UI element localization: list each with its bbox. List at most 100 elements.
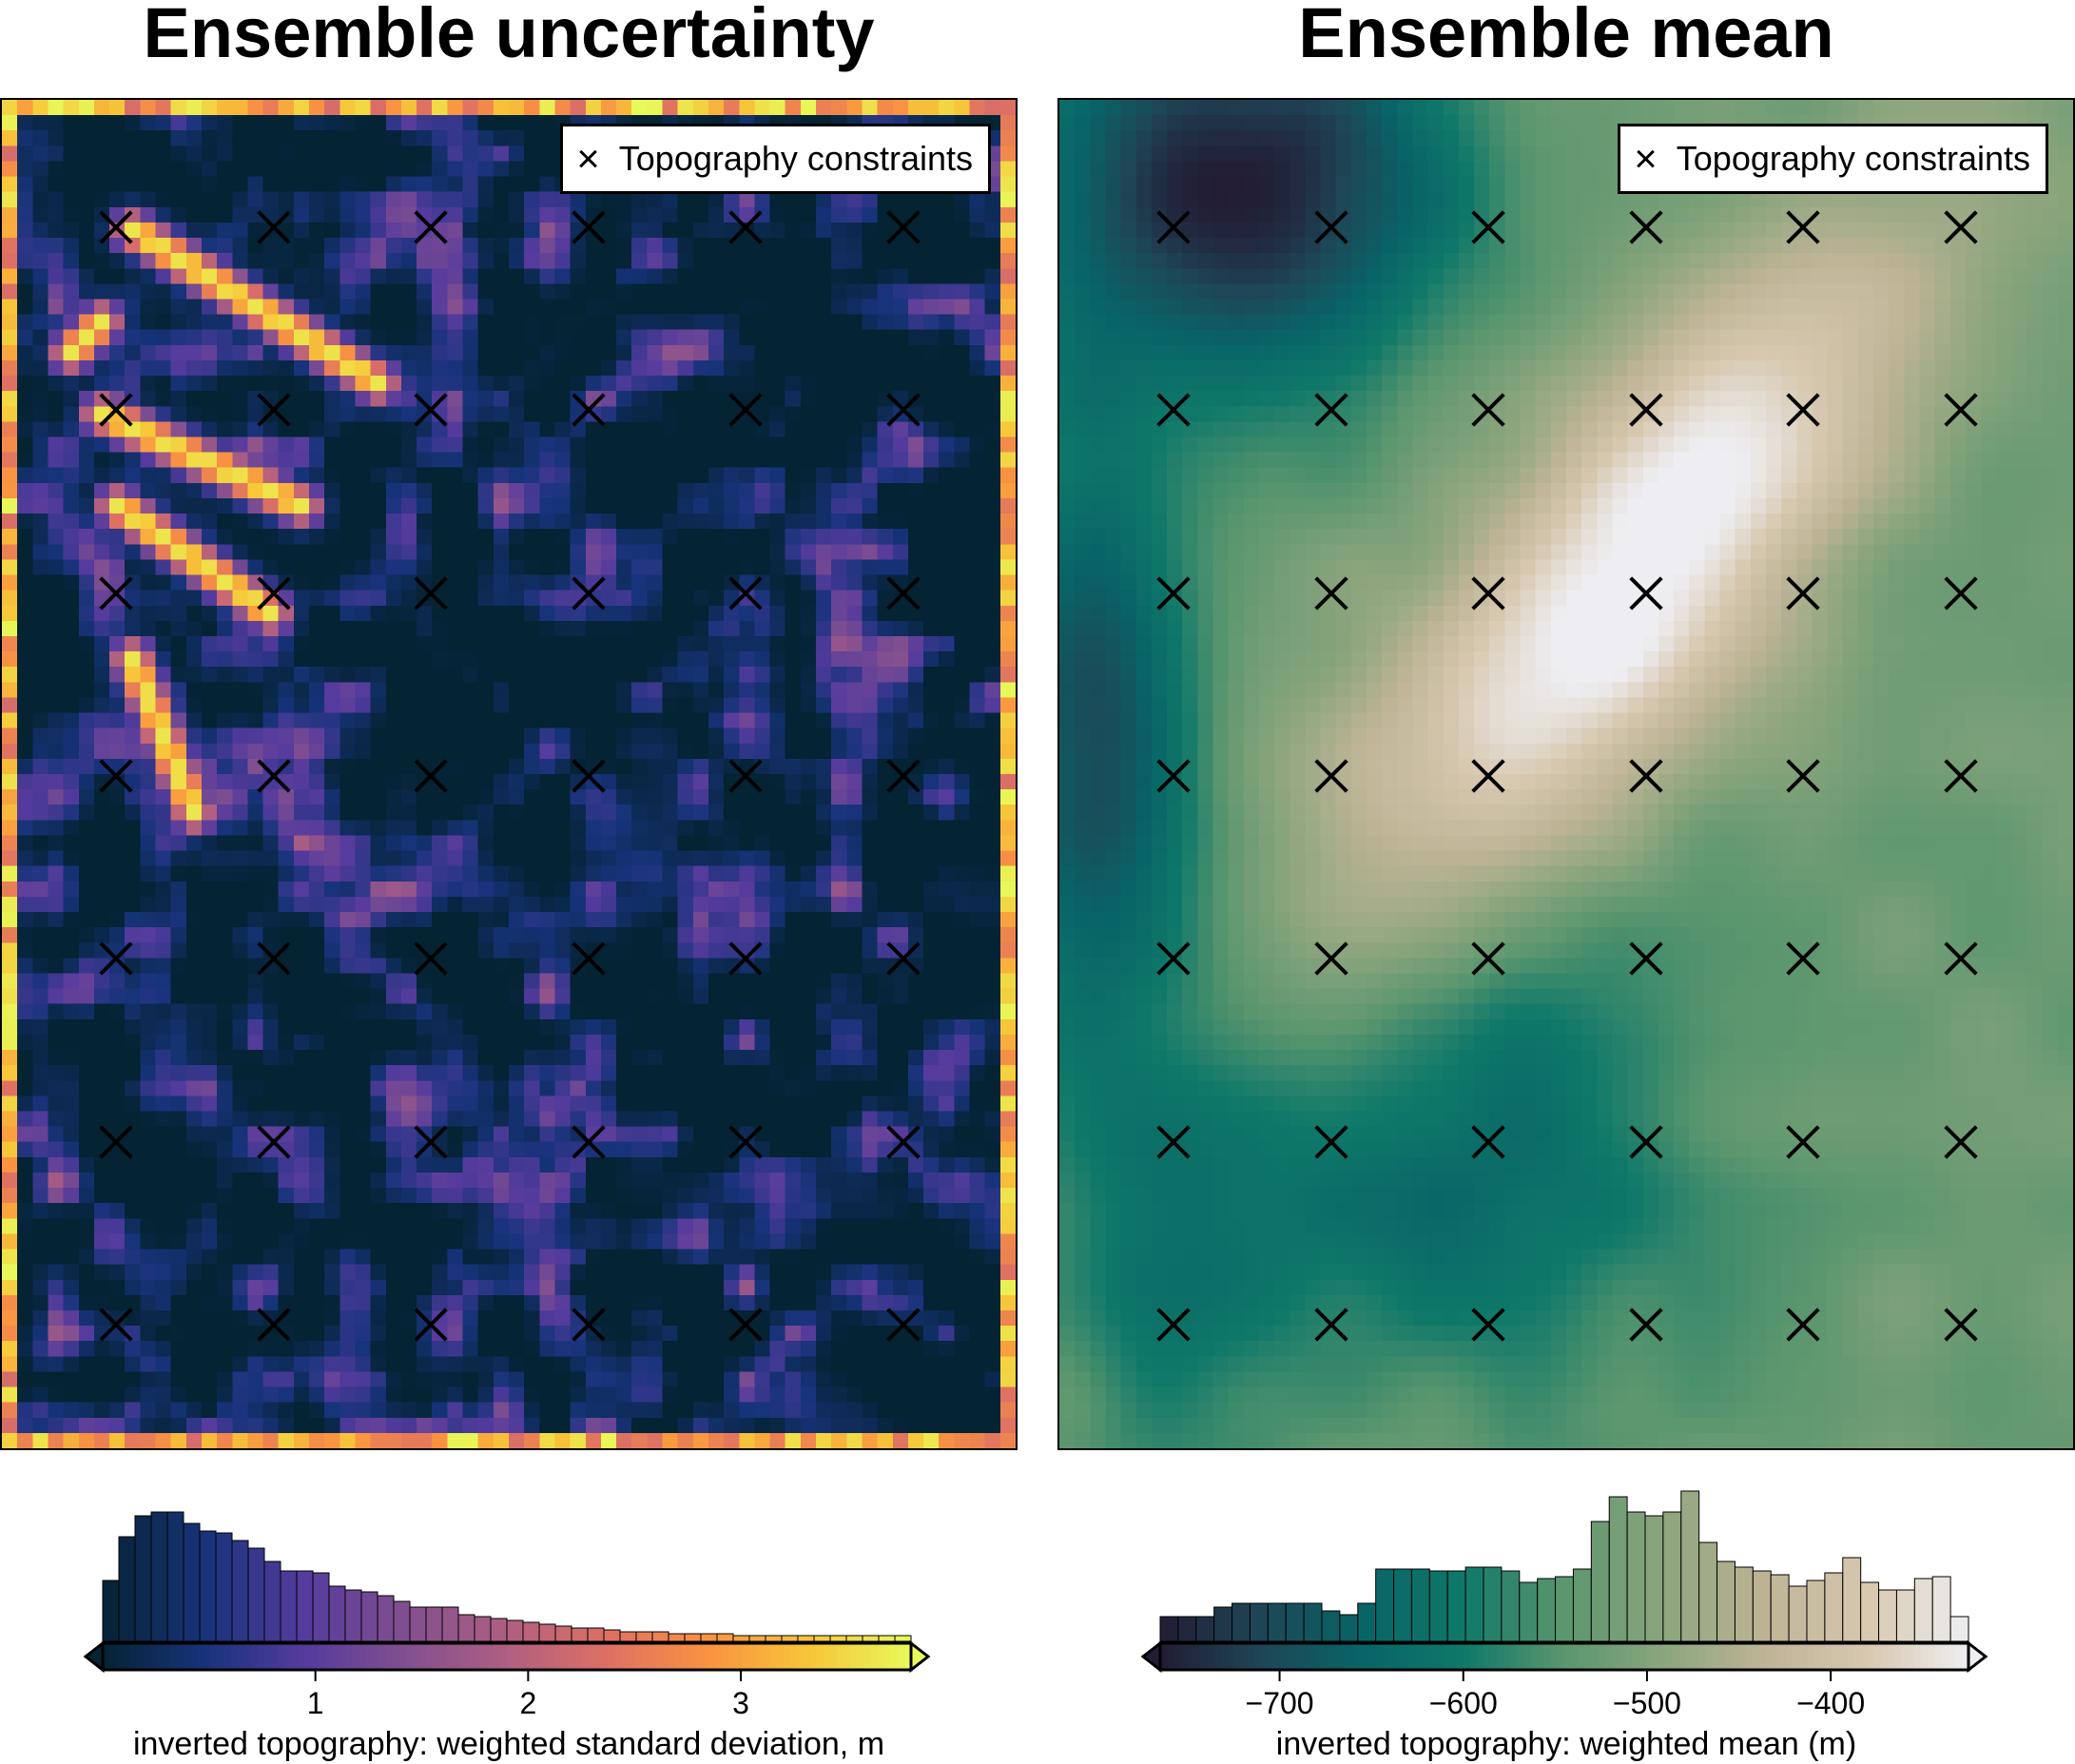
colorbar-segment: [1469, 1643, 1478, 1670]
colorbar-segment: [264, 1643, 272, 1670]
constraint-marker: [1469, 574, 1507, 612]
colorbar-segment: [1484, 1643, 1491, 1670]
uncertainty-map: × Topography constraints: [0, 98, 1018, 1450]
histogram-bar: [506, 1619, 524, 1642]
colorbar-segment: [1934, 1643, 1943, 1670]
histogram-bar: [247, 1547, 265, 1642]
colorbar-segment: [776, 1643, 785, 1670]
colorbar-segment: [763, 1643, 770, 1670]
colorbar-segment: [1463, 1643, 1471, 1670]
colorbar-segment: [129, 1643, 138, 1670]
histogram-bar: [668, 1633, 686, 1642]
colorbar-segment: [1624, 1643, 1633, 1670]
constraint-marker: [1784, 940, 1822, 978]
colorbar-segment: [1213, 1643, 1222, 1670]
colorbar-segment: [338, 1643, 346, 1670]
colorbar-segment: [1888, 1643, 1895, 1670]
colorbar-segment: [1631, 1643, 1639, 1670]
colorbar-min-triangle: [1140, 1639, 1162, 1674]
colorbar-segment: [156, 1643, 165, 1670]
histogram-bar: [619, 1631, 637, 1642]
histogram-bar: [797, 1635, 815, 1642]
colorbar-segment: [1368, 1643, 1377, 1670]
histogram-bar: [1393, 1568, 1412, 1642]
colorbar-segment: [1840, 1643, 1849, 1670]
colorbar-segment: [857, 1643, 865, 1670]
histogram-bar: [1842, 1557, 1862, 1642]
constraint-marker: [727, 940, 765, 978]
colorbar-segment: [453, 1643, 461, 1670]
colorbar-segment: [136, 1643, 145, 1670]
colorbar-segment: [123, 1643, 130, 1670]
colorbar-segment: [1510, 1643, 1519, 1670]
constraint-marker: [255, 940, 293, 978]
histogram-bar: [781, 1635, 799, 1642]
colorbar-segment: [1322, 1643, 1329, 1670]
histogram-bar: [215, 1532, 233, 1642]
histogram-bar: [441, 1606, 459, 1642]
histogram-bar: [748, 1635, 766, 1642]
colorbar-segment: [163, 1643, 171, 1670]
histogram-bar: [183, 1522, 201, 1642]
colorbar-segment: [1880, 1643, 1889, 1670]
colorbar-segment: [789, 1643, 798, 1670]
histogram-bar: [1375, 1568, 1395, 1642]
colorbar-tick-label: 1: [307, 1686, 324, 1720]
colorbar-segment: [1914, 1643, 1923, 1670]
colorbar-segment: [728, 1643, 737, 1670]
colorbar-segment: [359, 1643, 366, 1670]
colorbar-segment: [1793, 1643, 1801, 1670]
constraint-marker: [1942, 1123, 1980, 1161]
colorbar-segment: [1375, 1643, 1384, 1670]
constraint-marker: [1784, 208, 1822, 246]
colorbar-segment: [1678, 1643, 1687, 1670]
colorbar-segment: [890, 1643, 899, 1670]
colorbar-segment: [304, 1643, 313, 1670]
constraint-marker: [1312, 208, 1350, 246]
colorbar-segment: [1395, 1643, 1404, 1670]
colorbar-segment: [1786, 1643, 1794, 1670]
colorbar-segment: [1456, 1643, 1464, 1670]
colorbar-segment: [735, 1643, 744, 1670]
colorbar-segment: [675, 1643, 683, 1670]
colorbar-segment: [459, 1643, 468, 1670]
colorbar-segment: [278, 1643, 285, 1670]
colorbar-segment: [1813, 1643, 1821, 1670]
colorbar-segment: [439, 1643, 447, 1670]
colorbar-segment: [1908, 1643, 1915, 1670]
histogram-bar: [813, 1635, 831, 1642]
histogram-bar: [1644, 1515, 1664, 1642]
colorbar-segment: [682, 1643, 689, 1670]
histogram-bar: [1303, 1602, 1323, 1642]
histogram-bar: [1410, 1568, 1430, 1642]
histogram-bar: [1339, 1614, 1359, 1642]
constraint-marker: [1469, 208, 1507, 246]
colorbar-segment: [1853, 1643, 1862, 1670]
colorbar-segment: [1403, 1643, 1410, 1670]
colorbar-frame: [1158, 1641, 1970, 1672]
colorbar-segment: [1941, 1643, 1949, 1670]
colorbar-segment: [1921, 1643, 1930, 1670]
colorbar-segment: [237, 1643, 245, 1670]
colorbar-tick-label: −500: [1613, 1686, 1681, 1720]
constraint-marker: [1312, 1306, 1350, 1344]
histogram-bar: [150, 1511, 168, 1642]
uncertainty-grid: [2, 100, 1016, 1448]
colorbar-segment: [1517, 1643, 1525, 1670]
histogram-bar: [134, 1515, 152, 1642]
colorbar-segment: [250, 1643, 259, 1670]
x-marker-icon: ×: [576, 136, 600, 181]
constraint-marker: [1312, 391, 1350, 429]
colorbar-segment: [184, 1643, 191, 1670]
colorbar-segment: [1954, 1643, 1963, 1670]
colorbar-segment: [1901, 1643, 1909, 1670]
colorbar-segment: [601, 1643, 609, 1670]
colorbar-segment: [1692, 1643, 1700, 1670]
constraint-marker: [727, 208, 765, 246]
colorbar-segment: [641, 1643, 650, 1670]
histogram-bar: [1895, 1589, 1915, 1642]
histogram-bar: [280, 1570, 298, 1642]
histogram-bar: [684, 1633, 702, 1642]
constraint-marker: [412, 391, 450, 429]
histogram-bar: [1716, 1560, 1736, 1642]
